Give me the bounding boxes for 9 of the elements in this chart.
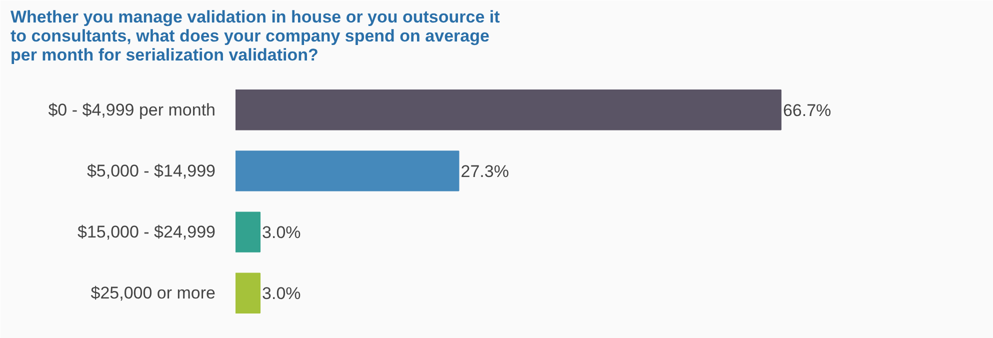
y-tick-label: $5,000 - $14,999: [86, 161, 216, 180]
data-label: 3.0%: [262, 284, 301, 304]
data-label: 66.7%: [782, 100, 832, 120]
data-label: 3.0%: [262, 223, 301, 242]
data-label: 27.3%: [460, 162, 509, 181]
y-tick-label: $0 - $4,999 per month: [48, 100, 216, 120]
y-tick-label: $15,000 - $24,999: [77, 222, 216, 242]
chart-title: Whether you manage validation in house or you outsource it to consultants, what does your company spend on average per month for serialization validation?: [10, 8, 500, 64]
y-tick-label: $25,000 or more: [90, 284, 216, 303]
